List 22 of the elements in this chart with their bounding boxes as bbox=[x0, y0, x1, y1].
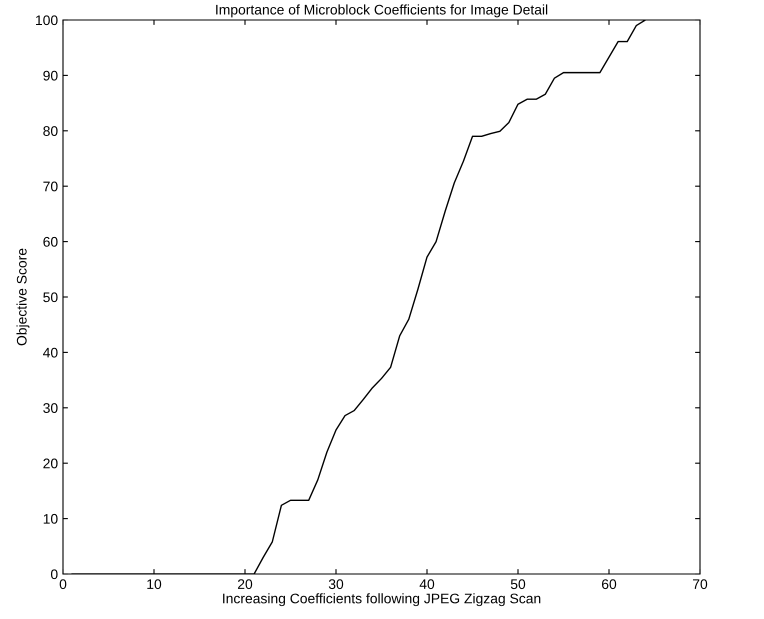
x-tick-label: 70 bbox=[692, 579, 708, 590]
x-tick-label: 20 bbox=[238, 579, 252, 590]
y-tick-label: 20 bbox=[43, 458, 58, 468]
chart-title: Importance of Microblock Coefficients for Image Detail bbox=[216, 4, 548, 18]
y-tick-label: 0 bbox=[50, 569, 58, 580]
x-tick-label: 50 bbox=[510, 579, 526, 590]
y-tick-label: 40 bbox=[43, 348, 58, 358]
x-tick-label: 30 bbox=[328, 579, 344, 590]
y-tick-label: 10 bbox=[44, 514, 58, 524]
x-tick-label: 60 bbox=[602, 579, 616, 590]
y-tick-label: 80 bbox=[43, 126, 58, 136]
y-tick-label: 50 bbox=[43, 292, 58, 302]
x-tick-label: 10 bbox=[147, 579, 162, 590]
x-axis-title: Increasing Coefficients following JPEG Zigzag Scan bbox=[223, 593, 540, 606]
y-tick-label: 30 bbox=[43, 403, 58, 413]
x-tick-label: 40 bbox=[420, 579, 434, 590]
y-tick-label: 90 bbox=[43, 70, 58, 81]
y-tick-label: 60 bbox=[43, 236, 58, 247]
y-tick-label: 100 bbox=[36, 15, 58, 26]
x-tick-label: 0 bbox=[60, 579, 66, 590]
y-tick-label: 70 bbox=[43, 182, 58, 192]
y-axis-title: Objective Score bbox=[16, 248, 30, 346]
